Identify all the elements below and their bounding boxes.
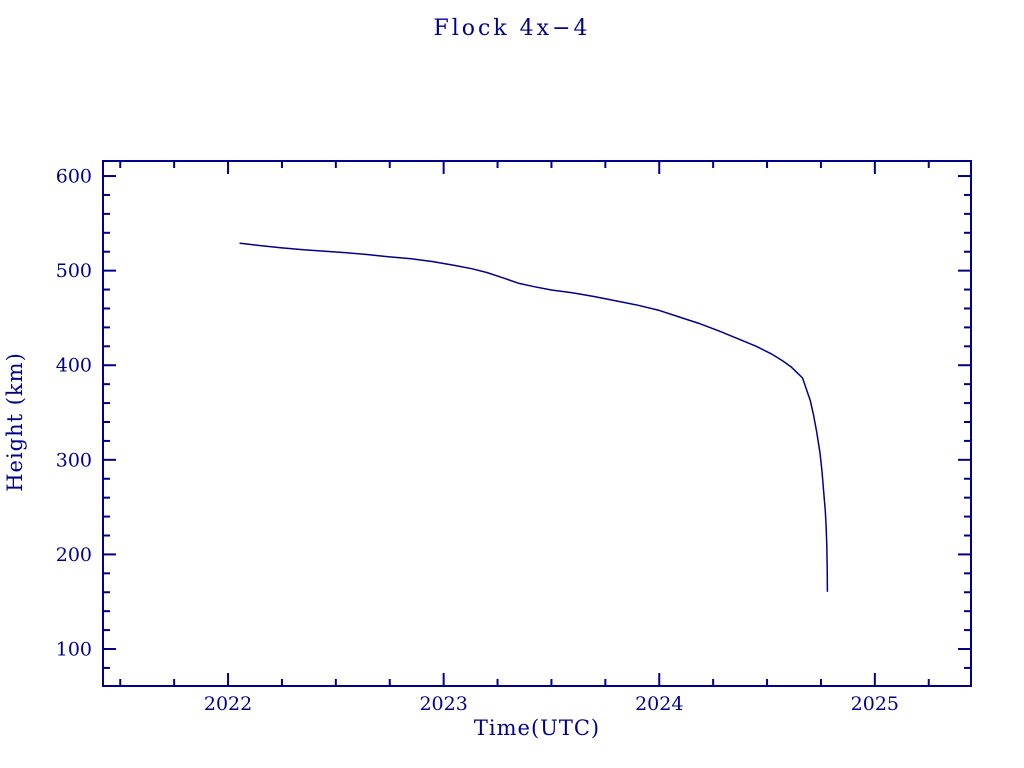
x-axis-title: Time(UTC) <box>473 716 601 740</box>
x-tick-label: 2024 <box>635 693 683 715</box>
plot-frame <box>102 160 972 687</box>
y-tick-label: 600 <box>56 166 92 188</box>
x-tick-label: 2025 <box>851 693 899 715</box>
height-decay-line <box>239 242 829 593</box>
y-tick-label: 500 <box>56 260 92 282</box>
y-tick-label: 300 <box>56 449 92 471</box>
y-axis-title: Height (km) <box>3 352 27 492</box>
y-tick-label: 100 <box>56 639 92 661</box>
chart-title: Flock 4x−4 <box>433 16 591 41</box>
y-tick-label: 200 <box>56 544 92 566</box>
x-tick-label: 2023 <box>419 693 467 715</box>
y-tick-label: 400 <box>56 355 92 377</box>
x-tick-label: 2022 <box>204 693 252 715</box>
